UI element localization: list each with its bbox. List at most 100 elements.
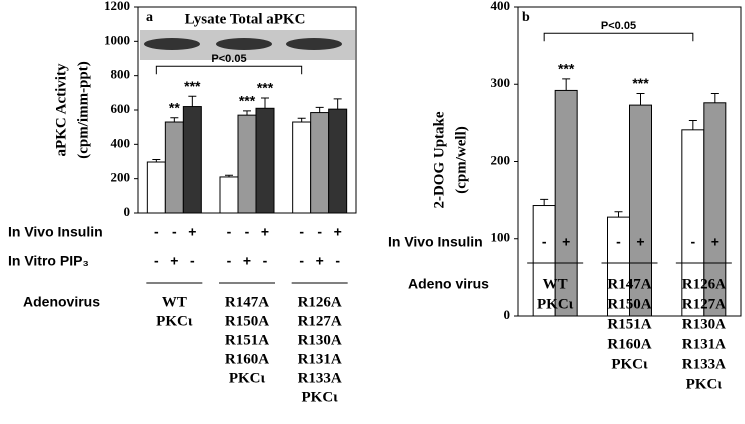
x-tick-label: R151A xyxy=(225,332,269,348)
significance-label: *** xyxy=(558,61,575,77)
significance-label: *** xyxy=(632,75,649,91)
y-axis-label: 2-DOG Uptake xyxy=(431,111,447,208)
error-bar xyxy=(688,120,697,130)
row-label: In Vivo Insulin xyxy=(8,224,103,240)
y-tick-label: 300 xyxy=(491,75,511,90)
y-tick-label: 1000 xyxy=(104,32,130,47)
y-tick-label: 0 xyxy=(504,307,511,322)
y-tick-label: 200 xyxy=(491,152,511,167)
row-sign: + xyxy=(261,224,269,240)
y-tick-label: 600 xyxy=(111,101,131,116)
error-bar xyxy=(540,198,549,206)
row-label: In Vivo Insulin xyxy=(388,234,483,250)
x-tick-label: R130A xyxy=(682,316,726,332)
y-tick-label: 400 xyxy=(111,135,131,150)
x-tick-label: PKCι xyxy=(302,389,339,405)
x-tick-label: R131A xyxy=(682,336,726,352)
error-bar xyxy=(315,106,324,113)
significance-label: *** xyxy=(184,78,201,94)
error-bar xyxy=(333,98,342,110)
error-bar xyxy=(152,158,161,163)
bar xyxy=(182,106,202,214)
x-tick-label: R126A xyxy=(682,276,726,292)
x-tick-label: R126A xyxy=(298,294,342,310)
significance-bracket xyxy=(155,65,303,75)
row-sign: - xyxy=(299,224,304,240)
error-bar xyxy=(614,211,623,218)
error-bar xyxy=(636,93,645,106)
y-tick-label: 800 xyxy=(111,67,131,82)
row-sign: - xyxy=(154,224,159,240)
row-sign: - xyxy=(172,224,177,240)
bar xyxy=(310,112,330,214)
error-bar xyxy=(170,117,179,123)
x-tick-label: PKCι xyxy=(229,370,266,386)
y-axis-label: aPKC Activity xyxy=(53,63,69,156)
row-sign: - xyxy=(317,224,322,240)
panel-label: b xyxy=(522,10,530,25)
row-sign: - xyxy=(263,253,268,269)
row-sign: - xyxy=(227,253,232,269)
x-tick-label: PKCι xyxy=(537,296,574,312)
row-label: In Vitro PIP₃ xyxy=(8,253,89,269)
bracket-label: P<0.05 xyxy=(211,53,246,65)
row-sign: - xyxy=(335,253,340,269)
bar xyxy=(255,107,275,214)
blot-band xyxy=(216,38,272,50)
panel-label: a xyxy=(146,10,153,25)
row-sign: - xyxy=(690,234,695,250)
blot-band xyxy=(286,38,342,50)
x-tick-label: R151A xyxy=(607,316,651,332)
row-sign: + xyxy=(188,224,196,240)
x-tick-label: R131A xyxy=(298,351,342,367)
significance-bracket xyxy=(543,32,694,42)
y-tick-label: 1200 xyxy=(104,0,130,13)
x-tick-label: WT xyxy=(543,276,568,292)
significance-label: *** xyxy=(239,93,256,109)
error-bar xyxy=(188,95,197,107)
inset-label: Lysate Total aPKC xyxy=(185,11,306,27)
row-sign: + xyxy=(562,234,570,250)
row-sign: - xyxy=(154,253,159,269)
x-tick-label: WT xyxy=(162,294,187,310)
row-sign: - xyxy=(245,224,250,240)
error-bar xyxy=(243,110,251,116)
x-tick-label: R127A xyxy=(682,296,726,312)
bar xyxy=(328,108,348,214)
y-tick-label: 200 xyxy=(111,170,131,185)
group-label: Adeno virus xyxy=(408,276,489,292)
x-tick-label: R127A xyxy=(298,313,342,329)
row-sign: - xyxy=(299,253,304,269)
row-sign: - xyxy=(542,234,547,250)
error-bar xyxy=(562,78,571,91)
error-bar xyxy=(297,117,306,123)
x-tick-label: R133A xyxy=(298,370,342,386)
bar xyxy=(164,121,184,214)
x-tick-label: R160A xyxy=(607,336,651,352)
row-sign: + xyxy=(636,234,644,250)
x-tick-label: PKCι xyxy=(686,376,723,392)
y-tick-label: 400 xyxy=(491,0,511,13)
row-sign: + xyxy=(711,234,719,250)
row-sign: + xyxy=(316,253,324,269)
row-sign: - xyxy=(616,234,621,250)
x-tick-label: R160A xyxy=(225,351,269,367)
error-bar xyxy=(710,93,719,103)
y-axis-label: (cpm/well) xyxy=(453,126,469,193)
error-bar xyxy=(261,97,269,109)
error-bar xyxy=(225,174,233,177)
x-tick-label: PKCι xyxy=(611,356,648,372)
x-tick-label: R130A xyxy=(298,332,342,348)
bar xyxy=(219,176,239,214)
row-sign: + xyxy=(334,224,342,240)
x-tick-label: R150A xyxy=(225,313,269,329)
x-tick-label: R133A xyxy=(682,356,726,372)
x-tick-label: R147A xyxy=(225,294,269,310)
group-label: Adenovirus xyxy=(23,294,100,310)
significance-label: *** xyxy=(257,80,274,96)
bar xyxy=(292,121,312,214)
x-tick-label: PKCι xyxy=(156,313,193,329)
blot-band xyxy=(144,38,200,50)
bar xyxy=(237,114,257,214)
